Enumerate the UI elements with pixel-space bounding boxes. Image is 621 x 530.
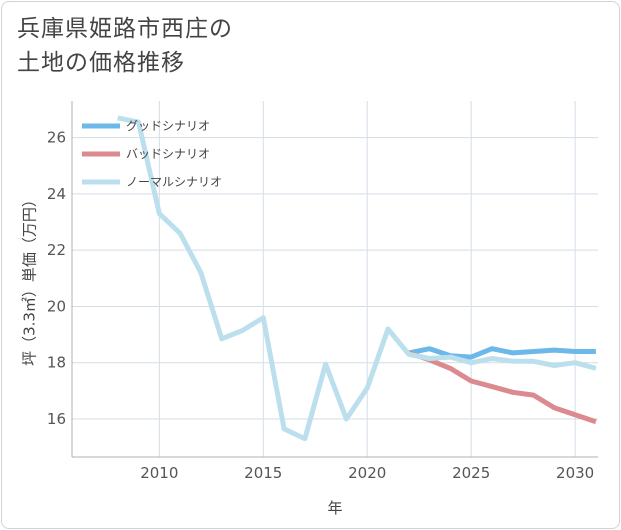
x-tick-label: 2010: [140, 464, 178, 482]
axes: [71, 101, 598, 458]
series-line-1: [408, 346, 596, 360]
x-tick-label: 2015: [244, 464, 282, 482]
series-lines: [117, 115, 597, 442]
series-line-3: [117, 115, 597, 442]
legend-label: ノーマルシナリオ: [126, 175, 222, 189]
chart-title: 兵庫県姫路市西庄の 土地の価格推移: [17, 12, 233, 80]
y-tick-label: 22: [47, 241, 66, 259]
x-tick-label: 2025: [452, 464, 490, 482]
x-tick-label: 2020: [348, 464, 386, 482]
grid-lines: [72, 101, 598, 457]
y-tick-label: 20: [47, 297, 66, 315]
chart-title-line-1: 兵庫県姫路市西庄の: [17, 16, 233, 42]
x-tick-label: 2030: [556, 464, 594, 482]
legend-label: グッドシナリオ: [126, 119, 210, 133]
tick-labels: 2010 2015 2020 2025 2030 16 18 20 22 24 26: [47, 129, 594, 482]
y-tick-label: 26: [47, 129, 66, 147]
x-axis-label: 年: [327, 499, 342, 517]
y-tick-label: 18: [47, 354, 66, 372]
y-tick-label: 16: [47, 410, 66, 428]
chart-title-line-2: 土地の価格推移: [17, 50, 185, 76]
legend-label: バッドシナリオ: [126, 147, 210, 161]
y-tick-label: 24: [47, 185, 66, 203]
series-line-2: [408, 350, 597, 425]
y-axis-label: 坪（3.3㎡）単価（万円）: [21, 192, 39, 366]
